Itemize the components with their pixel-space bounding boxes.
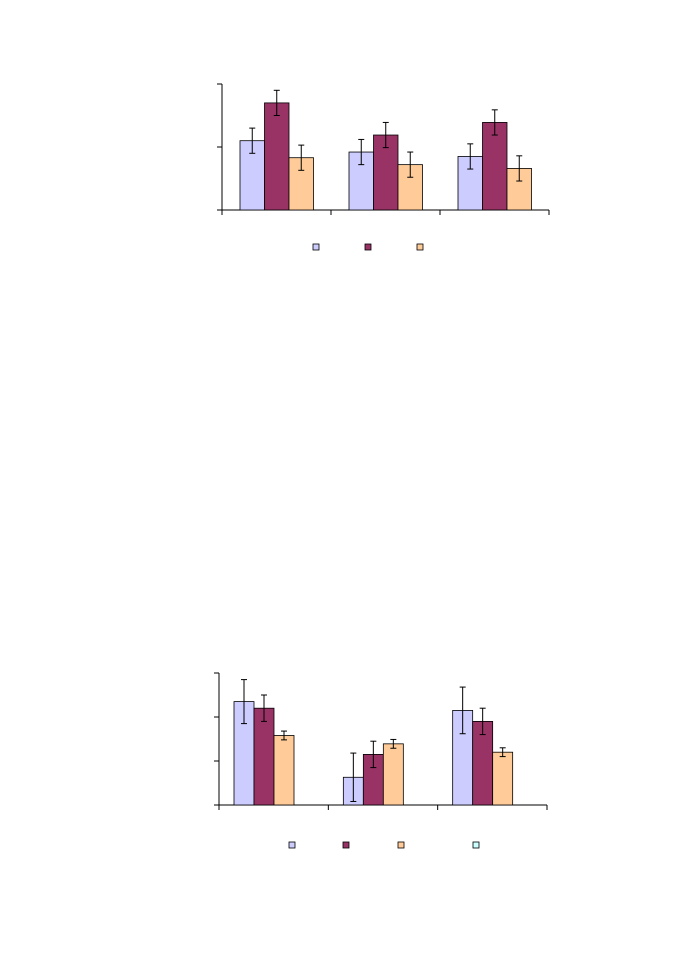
legend-swatch-series4	[472, 841, 480, 849]
legend-swatch-series3	[397, 841, 405, 849]
bar-series2-cat1	[253, 707, 275, 806]
legend-swatch-series2	[364, 243, 372, 251]
bar-series2-cat1	[264, 102, 290, 211]
bar-series3-cat3	[492, 751, 514, 806]
chart-2	[214, 672, 548, 849]
bar-series3-cat2	[382, 743, 404, 806]
legend-swatch-series3	[416, 243, 424, 251]
bar-series3-cat1	[273, 735, 295, 806]
bar-series2-cat3	[482, 122, 508, 211]
chart-1	[217, 83, 550, 251]
legend-swatch-series2	[342, 841, 350, 849]
legend-swatch-series1	[312, 243, 320, 251]
legend-swatch-series1	[288, 841, 296, 849]
